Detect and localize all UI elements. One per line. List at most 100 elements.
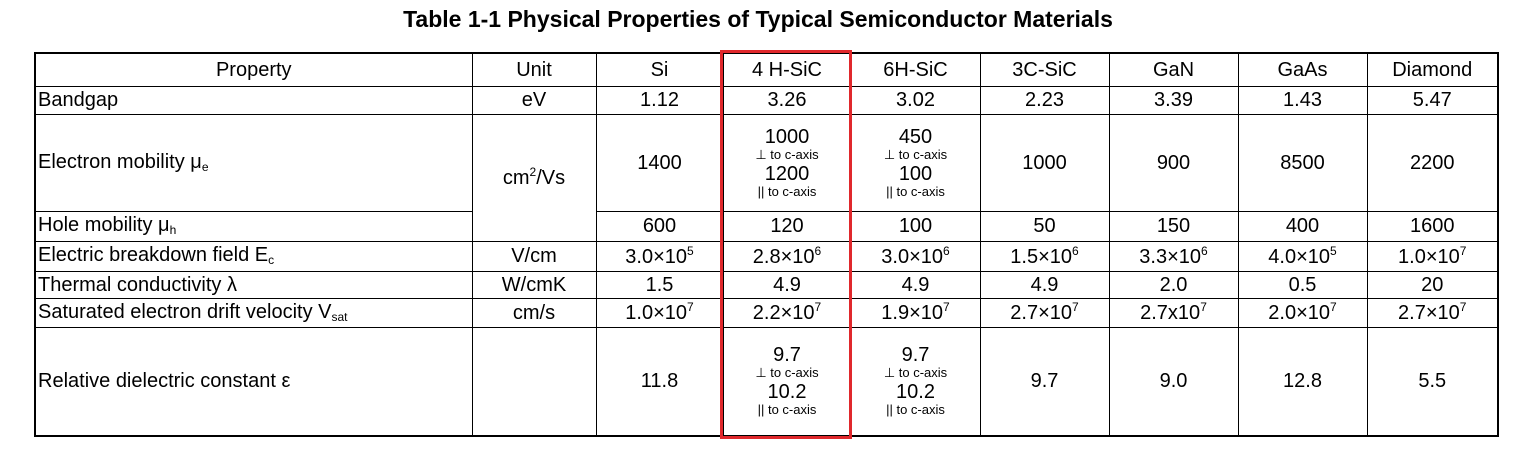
- value-cell: 120: [722, 210, 852, 242]
- unit-cell: cm2/Vs: [471, 113, 597, 242]
- properties-table: Property Unit Si 4 H-SiC 6H-SiC 3C-SiC GaN GaAs…: [34, 52, 1499, 437]
- value-base: 4.0×10: [1268, 245, 1331, 268]
- header-row: Property Unit Si 4 H-SiC 6H-SiC 3C-SiC GaN GaAs…: [34, 52, 1499, 87]
- value-cell: 12.8: [1237, 326, 1368, 437]
- row: Thermal conductivity λ W/cmK 1.5 4.9 4.9 4.…: [34, 270, 1499, 299]
- property-subscript: sat: [331, 309, 348, 324]
- header-cell: 4 H-SiC: [722, 52, 852, 87]
- value-cell: 11.8: [595, 326, 724, 437]
- property: Thermal conductivity λ: [38, 273, 237, 296]
- property-cell: Electric breakdown field Ec: [34, 240, 473, 272]
- highlight-box: [720, 50, 852, 439]
- header-cell: GaAs: [1237, 52, 1368, 87]
- value-base: 2.2×10: [752, 302, 815, 324]
- value-exponent: 6: [1072, 243, 1079, 258]
- row: Relative dielectric constant ε 11.8 9.7 ⊥ …: [34, 326, 1499, 437]
- value-cell: 2.23: [979, 85, 1110, 115]
- value-base: 3.0×10: [881, 245, 944, 268]
- unit-cell: eV: [471, 85, 597, 115]
- value-base: 1.0×10: [625, 302, 688, 324]
- property-cell: Electron mobility μe: [34, 113, 473, 212]
- value-cell: 2.7×107: [979, 297, 1110, 328]
- value-line: 100: [898, 162, 933, 185]
- value-cell: 5.5: [1366, 326, 1499, 437]
- value-exponent: 7: [1459, 300, 1467, 314]
- value-cell: 1.5: [595, 270, 724, 299]
- unit: /Vs: [536, 167, 566, 189]
- value-base: 2.7×10: [1010, 302, 1073, 324]
- row: Hole mobility μh 600 120 100 50 150 400 1600: [34, 210, 1499, 242]
- orientation-note: ⊥ to c-axis: [883, 365, 948, 381]
- value-cell: 3.0×105: [595, 240, 724, 272]
- value-line: 1000: [764, 125, 810, 148]
- value-exponent: 7: [1330, 300, 1337, 314]
- value-cell: 9.7: [979, 326, 1110, 437]
- value-line: 10.2: [767, 381, 807, 404]
- table-title: Table 1-1 Physical Properties of Typical…: [403, 6, 1113, 32]
- unit-cell: W/cmK: [471, 270, 597, 299]
- value-base: 1.5×10: [1010, 245, 1073, 268]
- orientation-note: ⊥ to c-axis: [883, 146, 948, 162]
- orientation-note: || to c-axis: [886, 183, 945, 199]
- value-exponent: 6: [943, 243, 950, 258]
- value-base: 1.0×10: [1398, 245, 1460, 268]
- value-cell: 2200: [1366, 113, 1499, 212]
- value-cell: 1.43: [1237, 85, 1368, 115]
- value-cell: 8500: [1237, 113, 1368, 212]
- header-cell: Diamond: [1366, 52, 1499, 87]
- value-line: 9.7: [773, 344, 801, 367]
- header-cell: Unit: [471, 52, 597, 87]
- value-cell: 1.5×106: [979, 240, 1110, 272]
- value-cell: 5.47: [1366, 85, 1499, 115]
- orientation-note: ⊥ to c-axis: [755, 146, 819, 162]
- value-cell: 600: [595, 210, 724, 242]
- property-cell: Bandgap: [34, 85, 473, 115]
- value-base: 1.9×10: [881, 302, 944, 324]
- value-exponent: 7: [943, 300, 950, 314]
- value-cell: 2.7x107: [1108, 297, 1239, 328]
- header-cell: Property: [34, 52, 473, 87]
- value-exponent: 5: [687, 243, 694, 258]
- property-cell: Relative dielectric constant ε: [34, 326, 473, 437]
- value-exponent: 7: [687, 300, 694, 314]
- value-base: 2.0×10: [1268, 302, 1331, 324]
- value-base: 2.7×10: [1398, 302, 1460, 324]
- row: Electric breakdown field Ec V/cm 3.0×105…: [34, 240, 1499, 272]
- property: Bandgap: [38, 89, 119, 111]
- value-line: 9.7: [901, 344, 930, 367]
- value-cell: 2.0×107: [1237, 297, 1368, 328]
- value-exponent: 5: [1330, 243, 1337, 258]
- value-cell: 3.3×106: [1108, 240, 1239, 272]
- value-exponent: 7: [1459, 243, 1467, 258]
- value-cell: 4.0×105: [1237, 240, 1368, 272]
- value-exponent: 6: [1201, 243, 1208, 258]
- value-cell: 3.39: [1108, 85, 1239, 115]
- value-cell: 2.7×107: [1366, 297, 1499, 328]
- value-cell: 1.0×107: [595, 297, 724, 328]
- property-cell: Thermal conductivity λ: [34, 270, 473, 299]
- unit-cell: [471, 326, 597, 437]
- value-cell: 50: [979, 210, 1110, 242]
- value-cell: 9.7 ⊥ to c-axis 10.2 || to c-axis: [850, 326, 981, 437]
- value-line: 450: [898, 125, 933, 148]
- header-cell: Si: [595, 52, 724, 87]
- value-base: 3.3×10: [1139, 245, 1202, 268]
- value-cell: 900: [1108, 113, 1239, 212]
- value-cell: 0.5: [1237, 270, 1368, 299]
- value-cell: 3.26: [722, 85, 852, 115]
- value-cell: 1000: [979, 113, 1110, 212]
- value-cell: 1.12: [595, 85, 724, 115]
- value-cell: 1000 ⊥ to c-axis 1200 || to c-axis: [722, 113, 852, 212]
- row: Bandgap eV 1.12 3.26 3.02 2.23 3.39 1.43 5.47: [34, 85, 1499, 115]
- value-cell: 2.0: [1108, 270, 1239, 299]
- value-line: 1200: [764, 162, 810, 185]
- property: Electric breakdown field E: [38, 244, 269, 267]
- value-base: 3.0×10: [625, 245, 688, 268]
- value-cell: 3.02: [850, 85, 981, 115]
- value-base: 2.8×10: [752, 245, 815, 268]
- value-exponent: 6: [814, 243, 822, 258]
- row: Electron mobility μe cm2/Vs 1400 1000 ⊥ to…: [34, 113, 1499, 242]
- value-cell: 9.7 ⊥ to c-axis 10.2 || to c-axis: [722, 326, 852, 437]
- value-cell: 4.9: [979, 270, 1110, 299]
